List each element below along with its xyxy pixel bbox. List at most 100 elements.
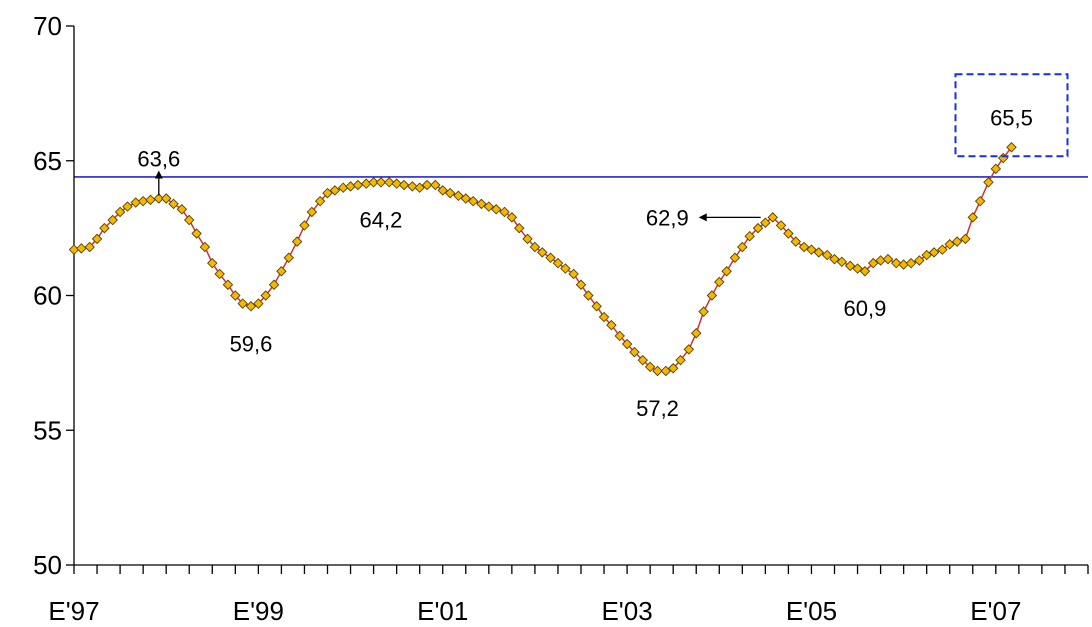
- data-point: [384, 177, 395, 188]
- data-point: [514, 222, 525, 234]
- y-tick-label: 70: [33, 11, 62, 41]
- data-point: [322, 187, 333, 199]
- data-point: [476, 198, 487, 210]
- data-point: [960, 233, 971, 245]
- data-point: [760, 217, 771, 228]
- data-point: [951, 236, 963, 247]
- data-point: [767, 212, 778, 223]
- data-point: [114, 206, 126, 218]
- data-point: [460, 193, 472, 204]
- series-line: [73, 146, 1013, 372]
- x-tick-label: E'03: [601, 596, 652, 626]
- data-point: [283, 252, 295, 264]
- data-point: [813, 247, 825, 258]
- data-point: [568, 268, 579, 280]
- data-point: [253, 298, 264, 309]
- data-point: [729, 252, 741, 264]
- y-tick-label: 50: [33, 550, 62, 580]
- data-point: [230, 290, 241, 301]
- data-point: [598, 311, 610, 323]
- annotation-arrowhead: [154, 170, 163, 179]
- data-point: [836, 256, 848, 268]
- data-point: [314, 195, 326, 207]
- data-point: [245, 301, 257, 312]
- data-point: [898, 259, 909, 270]
- annotation-label: 63,6: [137, 146, 180, 171]
- data-point: [937, 244, 948, 255]
- data-point: [783, 228, 794, 239]
- data-point: [368, 177, 379, 188]
- axes-group: 50 55 60 65 70 E'97 E'99 E'01 E'03 E'05 E'07: [33, 11, 1089, 626]
- data-point: [430, 179, 441, 191]
- data-point: [237, 298, 248, 309]
- data-point: [506, 212, 518, 223]
- y-tick-label: 55: [33, 415, 62, 445]
- x-tick-label: E'97: [48, 596, 99, 626]
- highlight-box: [954, 73, 1069, 158]
- data-point: [775, 220, 787, 231]
- annotation-arrowhead: [698, 213, 707, 222]
- data-point: [552, 257, 564, 269]
- data-point: [706, 290, 718, 301]
- data-point: [260, 290, 271, 301]
- data-point: [560, 263, 571, 274]
- data-point: [207, 257, 218, 269]
- y-tick-label: 60: [33, 281, 62, 311]
- data-point: [99, 222, 110, 234]
- data-point: [921, 249, 932, 261]
- data-point: [606, 319, 617, 331]
- series-group: [73, 146, 1013, 372]
- x-tick-label: E'01: [417, 596, 468, 626]
- data-point: [329, 185, 341, 196]
- data-point: [76, 243, 87, 254]
- markers-group: [68, 142, 1017, 377]
- data-point: [660, 365, 672, 377]
- data-point: [614, 330, 625, 342]
- data-point: [437, 185, 448, 196]
- data-point: [391, 178, 402, 189]
- data-point: [944, 239, 955, 250]
- data-point: [91, 233, 103, 245]
- data-point: [798, 241, 810, 253]
- data-point: [537, 247, 548, 258]
- data-point: [444, 187, 456, 199]
- data-point: [137, 195, 149, 207]
- data-point: [974, 195, 986, 207]
- data-point: [68, 244, 80, 255]
- data-point: [345, 181, 356, 192]
- data-point: [591, 301, 602, 312]
- data-point: [806, 244, 817, 255]
- data-point: [905, 257, 917, 269]
- data-point: [107, 214, 118, 226]
- data-point: [575, 279, 587, 290]
- data-point: [414, 182, 425, 193]
- data-point: [214, 268, 225, 280]
- x-tick-label: E'05: [786, 596, 837, 626]
- data-point: [583, 290, 594, 301]
- data-point: [867, 257, 879, 269]
- data-point: [276, 266, 287, 277]
- y-tick-label: 65: [33, 146, 62, 176]
- data-point: [453, 190, 464, 202]
- data-point: [714, 276, 725, 288]
- data-point: [490, 204, 502, 215]
- annotation-label: 62,9: [646, 205, 689, 230]
- data-point: [299, 220, 310, 231]
- data-point: [360, 178, 372, 189]
- data-point: [859, 266, 871, 277]
- annotation-label: 57,2: [636, 396, 679, 421]
- data-point: [637, 354, 648, 366]
- data-point: [1006, 142, 1017, 153]
- data-point: [629, 346, 640, 358]
- data-point: [84, 241, 95, 253]
- data-point: [752, 222, 764, 234]
- data-point: [690, 327, 702, 339]
- data-point: [852, 263, 863, 274]
- data-point: [145, 194, 156, 206]
- data-point: [891, 257, 902, 269]
- data-point: [529, 241, 541, 253]
- data-point: [130, 197, 141, 208]
- data-point: [421, 179, 433, 191]
- data-point: [122, 201, 133, 212]
